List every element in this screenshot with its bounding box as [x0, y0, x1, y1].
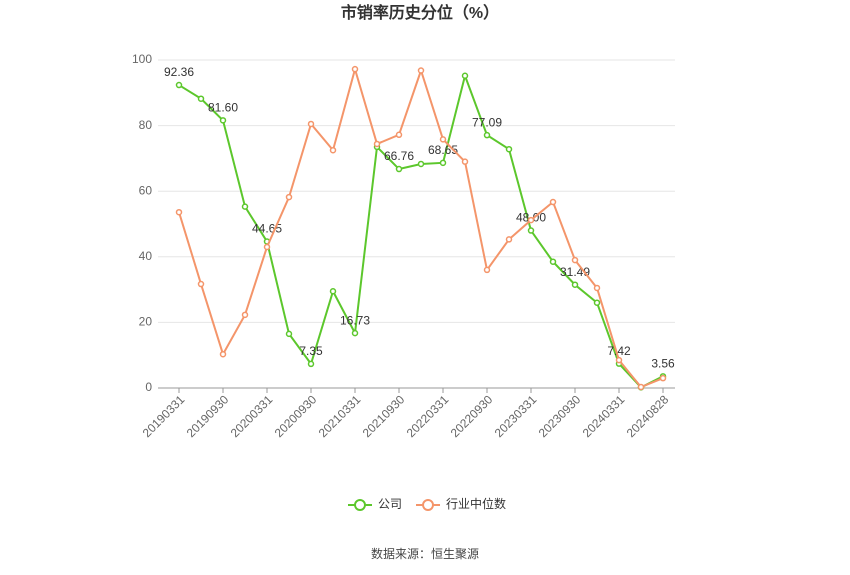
x-tick-label: 20240828	[624, 392, 672, 440]
point	[197, 280, 205, 288]
point	[439, 159, 447, 167]
point	[219, 117, 227, 124]
point	[329, 287, 337, 295]
point	[417, 67, 425, 74]
source: 数据来源：恒生聚源	[371, 546, 479, 561]
data-label: 81.60	[208, 101, 238, 115]
chart-title: 市销率历史分位（%）	[341, 3, 499, 22]
x-tick-label: 20190331	[140, 392, 188, 440]
y-tick-label: 0	[145, 380, 152, 394]
point	[285, 330, 293, 338]
point	[483, 266, 491, 274]
point	[439, 136, 447, 143]
point	[395, 165, 403, 173]
point	[593, 284, 601, 292]
data-label: 92.36	[164, 65, 194, 79]
data-label: 66.76	[384, 149, 414, 163]
data-label: 31.49	[560, 265, 590, 279]
point	[527, 227, 535, 234]
point	[351, 65, 359, 73]
point	[285, 193, 293, 201]
data-label: 44.65	[252, 222, 282, 236]
point	[483, 131, 491, 139]
x-tick-label: 20230331	[492, 392, 540, 440]
point	[505, 236, 513, 243]
point	[197, 95, 205, 102]
data-label: 7.42	[607, 344, 631, 358]
y-tick-label: 80	[139, 118, 153, 132]
point	[329, 146, 337, 154]
x-tick-label: 20220930	[448, 392, 496, 440]
point	[307, 120, 315, 128]
point	[571, 281, 579, 288]
y-tick-label: 100	[132, 52, 152, 66]
x-tick-label: 20200930	[272, 392, 320, 440]
point	[219, 350, 227, 358]
point	[637, 383, 645, 391]
legend-label: 公司	[378, 497, 402, 511]
point	[175, 208, 183, 216]
point	[263, 243, 271, 251]
point	[505, 145, 513, 153]
x-tick-label: 20240331	[580, 392, 628, 440]
point	[461, 158, 469, 165]
y-tick-label: 40	[139, 249, 153, 263]
y-tick-label: 60	[139, 183, 153, 197]
x-tick-label: 20220331	[404, 392, 452, 440]
x-tick-label: 20230930	[536, 392, 584, 440]
data-label: 7.35	[299, 344, 323, 358]
point	[175, 81, 183, 89]
point	[241, 203, 249, 210]
point	[461, 72, 469, 79]
point	[659, 374, 667, 382]
x-tick-label: 20210331	[316, 392, 364, 440]
point	[241, 311, 249, 319]
point	[351, 329, 359, 337]
x-tick-label: 20210930	[360, 392, 408, 440]
point	[549, 258, 557, 265]
point	[549, 198, 557, 206]
data-label: 3.56	[651, 356, 675, 370]
legend-marker	[354, 499, 366, 511]
point	[615, 356, 623, 364]
x-tick-label: 20190930	[184, 392, 232, 440]
point	[593, 299, 601, 306]
point	[373, 140, 381, 148]
legend-marker	[422, 499, 435, 511]
data-label: 16.73	[340, 313, 370, 327]
x-tick-label: 20200331	[228, 392, 276, 440]
data-label: 77.09	[472, 115, 502, 129]
point	[417, 160, 425, 168]
y-tick-label: 20	[139, 315, 153, 329]
legend-label: 行业中位数	[446, 496, 506, 511]
point	[571, 256, 579, 264]
point	[527, 216, 535, 224]
point	[307, 360, 315, 368]
point	[395, 131, 403, 139]
